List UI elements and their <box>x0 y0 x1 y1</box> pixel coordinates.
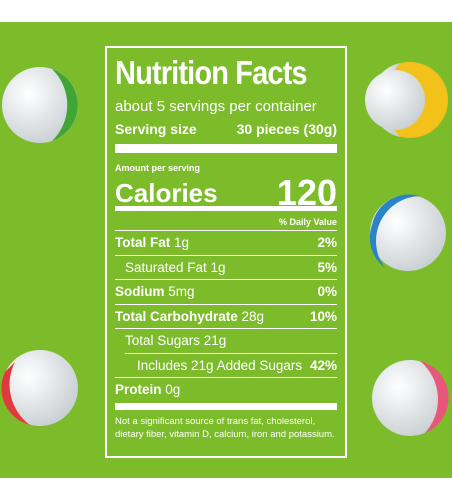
daily-value: 10% <box>309 308 337 324</box>
nutrient-row: Total Sugars 21g <box>115 333 337 348</box>
nutrient-label: Saturated Fat 1g <box>125 259 226 275</box>
nutrient-label: Protein <box>115 382 162 397</box>
daily-value-header: % Daily Value <box>278 217 337 227</box>
serving-size-value: 30 pieces (30g) <box>236 121 337 137</box>
nutrient-row: Saturated Fat 1g 5% <box>115 260 337 275</box>
candy <box>2 67 78 143</box>
nutrient-amount: 5mg <box>168 284 195 299</box>
nutrient-amount: 1g <box>174 235 190 250</box>
rule <box>115 303 337 305</box>
candy <box>365 62 448 138</box>
rule <box>115 328 337 329</box>
rule <box>125 352 337 354</box>
nutrient-row: Total Fat 1g 2% <box>115 235 337 250</box>
rule <box>115 254 337 256</box>
nutrient-label: Total Carbohydrate <box>115 308 238 324</box>
candy <box>372 360 449 436</box>
daily-value: 2% <box>317 235 337 250</box>
rule <box>115 230 337 231</box>
nutrient-amount: 28g <box>241 308 265 324</box>
nutrition-label: Nutrition Facts about 5 servings per con… <box>105 46 347 458</box>
title: Nutrition Facts <box>115 54 308 91</box>
nutrient-amount: 0g <box>165 382 181 397</box>
amount-per-serving: Amount per serving <box>115 163 201 173</box>
footnote: Not a significant source of trans fat, c… <box>115 416 335 440</box>
servings: about 5 servings per container <box>115 98 317 115</box>
nutrient-row: Total Carbohydrate 28g 10% <box>115 309 337 324</box>
nutrient-label: Sodium <box>115 284 165 299</box>
nutrient-label: Total Fat <box>115 235 171 250</box>
nutrient-label: Includes 21g Added Sugars <box>137 357 303 373</box>
serving-size: Serving size 30 pieces (30g) <box>115 121 337 137</box>
daily-value: 42% <box>309 357 337 373</box>
rule <box>115 403 337 410</box>
calories: Calories 120 <box>115 172 337 213</box>
candy <box>369 194 446 271</box>
rule <box>115 279 337 280</box>
rule <box>115 377 337 378</box>
calories-label: Calories <box>115 178 218 208</box>
nutrient-label: Total Sugars 21g <box>125 333 227 348</box>
nutrient-row: Includes 21g Added Sugars 42% <box>115 358 337 373</box>
serving-size-label: Serving size <box>115 121 197 137</box>
candy <box>1 350 78 426</box>
nutrient-row: Sodium 5mg 0% <box>115 284 337 299</box>
daily-value: 5% <box>317 259 337 275</box>
nutrient-row: Protein 0g <box>115 382 337 397</box>
rule <box>115 206 337 211</box>
rule <box>115 144 337 153</box>
daily-value: 0% <box>317 284 337 299</box>
